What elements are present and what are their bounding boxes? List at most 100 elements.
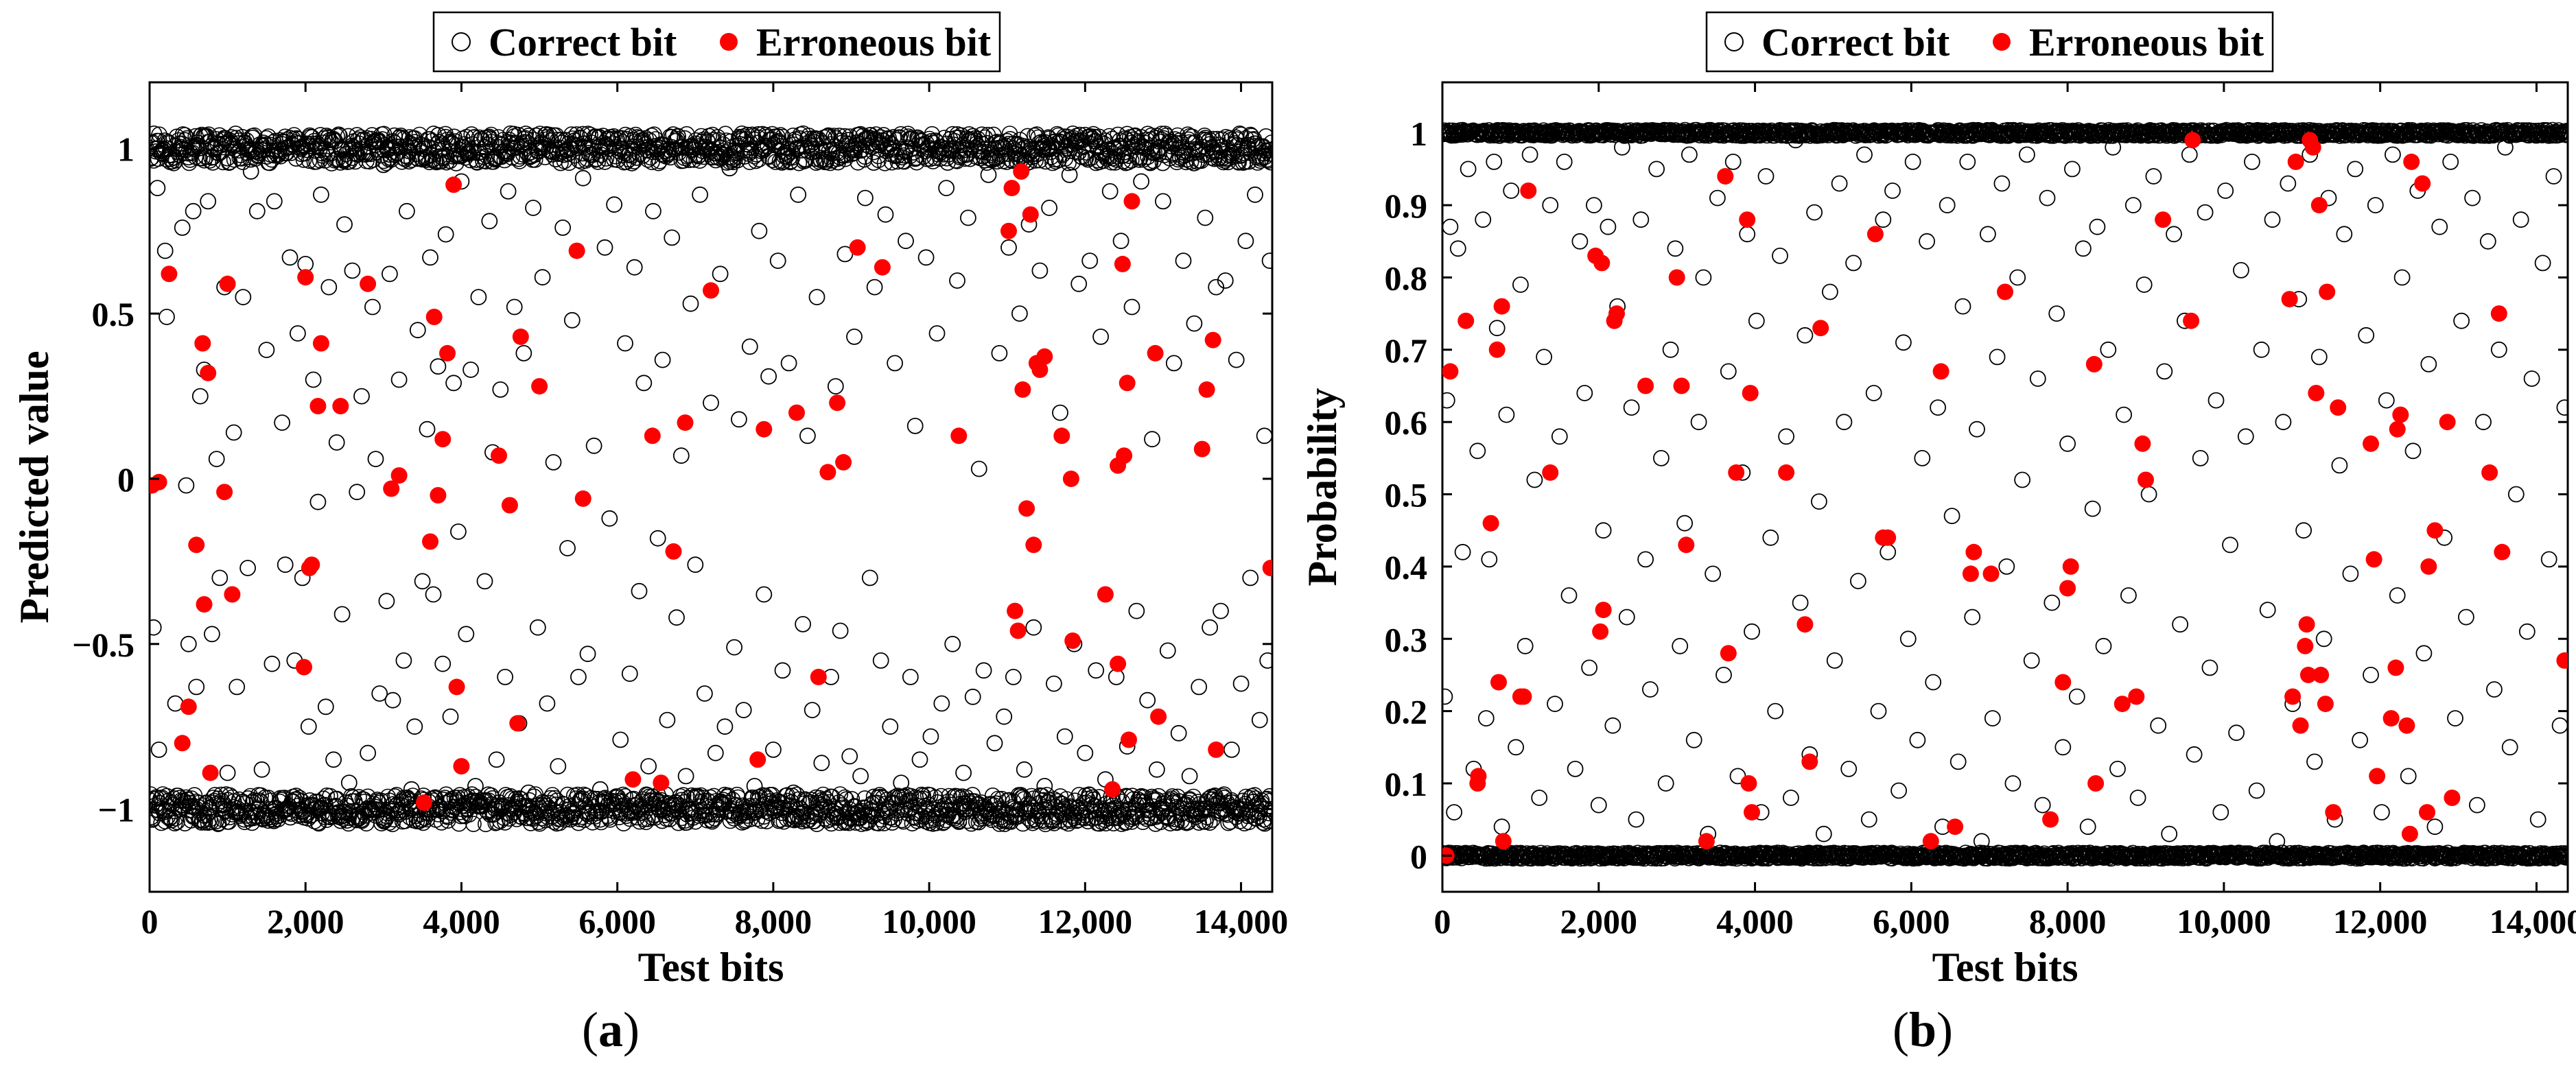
correct-bit-point bbox=[419, 421, 436, 438]
dense-band-0 bbox=[150, 125, 1272, 171]
correct-bit-point bbox=[248, 202, 266, 220]
correct-bit-point bbox=[1165, 355, 1182, 372]
correct-bit-point bbox=[1232, 126, 1250, 143]
correct-bit-point bbox=[367, 451, 384, 467]
correct-bit-point bbox=[1016, 761, 1033, 778]
correct-bit-point bbox=[353, 388, 370, 405]
correct-bit-point bbox=[554, 219, 571, 236]
correct-bit-point bbox=[1000, 239, 1017, 256]
correct-bit-point bbox=[882, 718, 899, 735]
correct-bit-point bbox=[1671, 123, 1687, 140]
erroneous-bit-point bbox=[1064, 632, 1081, 649]
correct-bit-point bbox=[406, 718, 423, 735]
correct-bit-point bbox=[780, 355, 797, 372]
erroneous-bit-point bbox=[1114, 255, 1131, 272]
correct-bit-point bbox=[1149, 761, 1165, 778]
correct-bit-point bbox=[668, 609, 685, 626]
correct-bit-point bbox=[320, 279, 338, 296]
correct-bit-point bbox=[201, 811, 218, 827]
correct-bit-point bbox=[219, 764, 236, 781]
correct-bit-point bbox=[1155, 193, 1171, 210]
correct-bit-point bbox=[726, 639, 742, 656]
correct-bit-point bbox=[654, 351, 671, 368]
correct-bit-point bbox=[626, 259, 643, 276]
correct-bit-point bbox=[424, 152, 441, 169]
correct-bit-point bbox=[804, 702, 821, 718]
correct-bit-point bbox=[414, 573, 431, 590]
correct-bit-point bbox=[827, 378, 844, 394]
erroneous-bit-point bbox=[531, 378, 548, 395]
erroneous-bit-point bbox=[425, 309, 443, 325]
y-axis-title: Predicted value bbox=[12, 351, 57, 623]
correct-bit-point bbox=[188, 678, 205, 696]
erroneous-bit-point bbox=[434, 431, 452, 448]
correct-bit-point bbox=[1046, 675, 1062, 692]
correct-bit-point bbox=[186, 787, 203, 803]
correct-bit-point bbox=[1263, 154, 1272, 171]
correct-bit-point bbox=[692, 186, 708, 203]
correct-bit-point bbox=[1213, 602, 1229, 619]
correct-bit-point bbox=[253, 787, 270, 804]
correct-bit-point bbox=[434, 655, 452, 672]
correct-bit-point bbox=[996, 708, 1013, 725]
correct-bit-point bbox=[378, 593, 395, 610]
correct-bit-point bbox=[928, 325, 946, 342]
correct-bit-point bbox=[500, 182, 517, 200]
correct-bit-point bbox=[741, 338, 758, 355]
correct-bit-point bbox=[481, 213, 498, 230]
dense-band-1 bbox=[150, 786, 1272, 833]
correct-bit-point bbox=[225, 424, 242, 441]
correct-bit-point bbox=[856, 151, 873, 168]
erroneous-bit-point bbox=[194, 335, 211, 352]
erroneous-bit-point bbox=[644, 427, 661, 445]
erroneous-bit-point bbox=[1025, 536, 1042, 554]
correct-bit-point bbox=[922, 728, 939, 745]
erroneous-bit-point bbox=[1000, 222, 1017, 239]
correct-bit-point bbox=[975, 662, 992, 679]
erroneous-bit-point bbox=[312, 335, 329, 352]
correct-bit-point bbox=[670, 128, 686, 145]
correct-bit-point bbox=[381, 814, 398, 831]
plot-frame bbox=[1441, 81, 2569, 893]
erroneous-bit-point bbox=[1003, 180, 1020, 197]
correct-bit-point bbox=[465, 816, 482, 832]
correct-bit-point bbox=[944, 796, 961, 814]
x-tick-label: 0 bbox=[141, 902, 159, 940]
erroneous-bit-point bbox=[309, 398, 327, 414]
erroneous-bit-point bbox=[1110, 457, 1127, 474]
erroneous-bit-point bbox=[1110, 655, 1127, 672]
erroneous-bit-point bbox=[1018, 500, 1035, 517]
correct-bit-point bbox=[1047, 153, 1064, 170]
correct-bit-point bbox=[213, 786, 230, 803]
x-tick-label: 14,000 bbox=[1194, 902, 1288, 940]
correct-bit-point bbox=[1144, 431, 1160, 448]
correct-bit-point bbox=[1132, 150, 1149, 166]
correct-bit-point bbox=[473, 131, 490, 147]
correct-bit-point bbox=[909, 154, 925, 171]
correct-bit-point bbox=[333, 140, 350, 157]
correct-bit-point bbox=[858, 812, 876, 829]
correct-bit-point bbox=[618, 154, 635, 170]
correct-bit-point bbox=[159, 309, 175, 325]
correct-bit-point bbox=[328, 434, 345, 451]
correct-bit-point bbox=[832, 622, 849, 639]
correct-bit-point bbox=[1081, 787, 1098, 803]
erroneous-bit-point bbox=[296, 659, 312, 676]
correct-bit-point bbox=[1041, 200, 1057, 216]
correct-bit-point bbox=[563, 311, 581, 329]
correct-bit-point bbox=[617, 335, 633, 352]
correct-bit-point bbox=[156, 242, 174, 259]
correct-bit-point bbox=[911, 751, 928, 768]
legend-marker-erroneous bbox=[720, 33, 738, 51]
correct-bit-point bbox=[559, 540, 576, 556]
correct-bit-point bbox=[229, 678, 246, 696]
correct-bit-point bbox=[938, 180, 955, 197]
correct-bit-point bbox=[1212, 795, 1229, 812]
erroneous-bit-point bbox=[1007, 602, 1024, 619]
correct-bit-point bbox=[317, 698, 334, 715]
correct-bit-point bbox=[1259, 652, 1272, 669]
correct-bit-point bbox=[340, 774, 358, 791]
correct-bit-point bbox=[1025, 619, 1042, 636]
correct-bit-point bbox=[902, 669, 919, 685]
correct-bit-point bbox=[1202, 619, 1218, 636]
